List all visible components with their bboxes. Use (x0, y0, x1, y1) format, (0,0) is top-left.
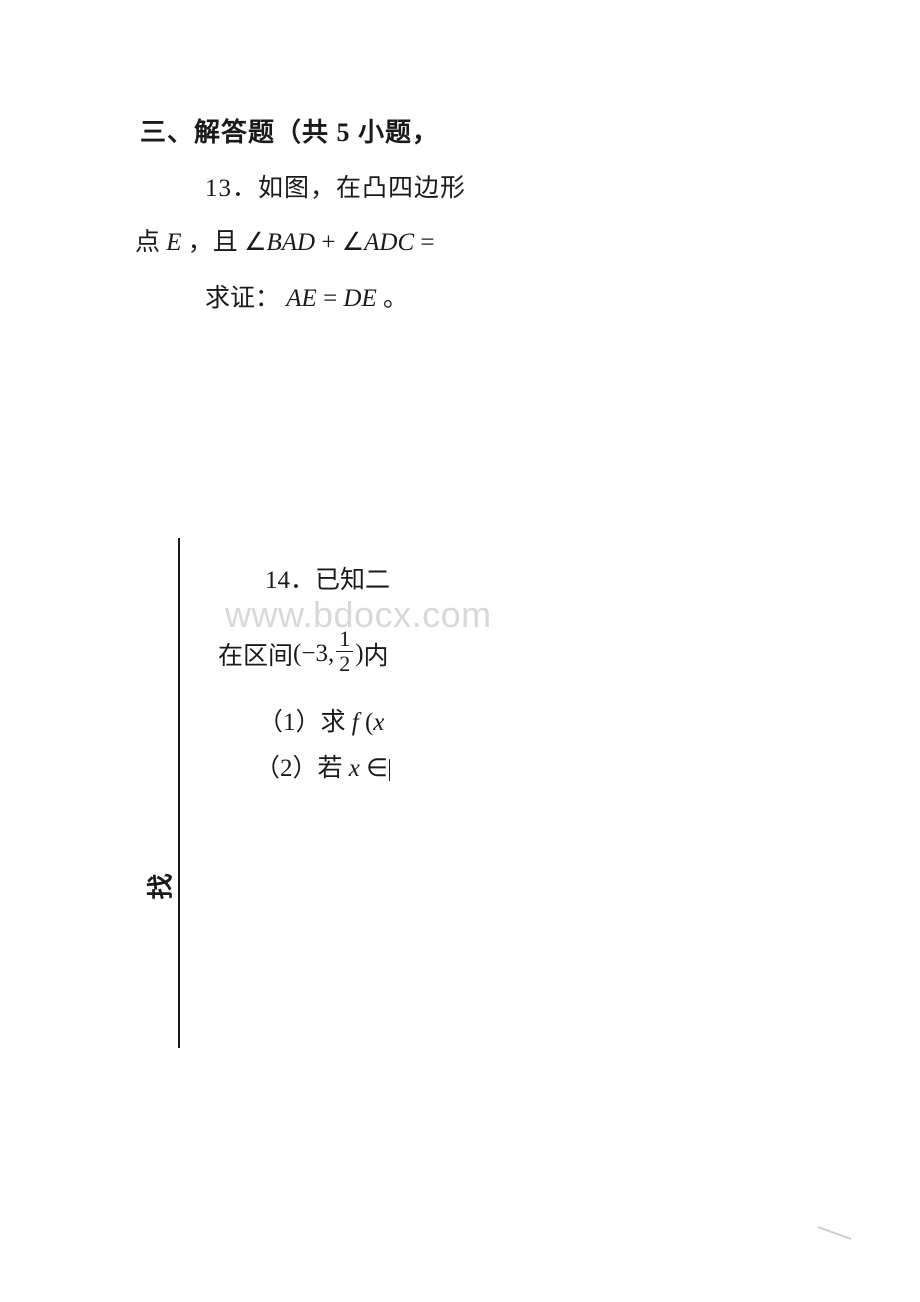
section-heading: 三、解答题（共 5 小题， (140, 112, 439, 149)
q13-conj: ，且 (188, 229, 238, 256)
fraction-half: 1 2 (336, 628, 353, 675)
element-of: ∈ (366, 755, 388, 782)
q13-line3: 求证： AE = DE 。 (205, 278, 408, 314)
comma: , (328, 640, 334, 668)
angle-ADC: ADC (364, 229, 414, 256)
q14-line2: 在区间 (−3, 1 2 ) 内 (218, 630, 389, 677)
fraction-numerator: 1 (336, 628, 353, 652)
q13-point-E: E (166, 229, 181, 256)
angle-BAD: BAD (266, 229, 315, 256)
fraction-denominator: 2 (339, 652, 350, 675)
interval-suffix: 内 (364, 636, 389, 672)
segment-AE: AE (286, 285, 317, 312)
sub1-prefix: （1）求 (258, 709, 352, 736)
q13-point-label: 点 (135, 229, 160, 256)
prove-label: 求证： (205, 285, 280, 312)
paren-close: ) (355, 640, 363, 668)
sub2-prefix: （2）若 (255, 755, 349, 782)
margin-character: 找 (141, 873, 178, 899)
angle-symbol-1: ∠ (244, 229, 266, 256)
neg-three: −3 (301, 640, 328, 668)
q14-subpart-2: （2）若 x ∈ (255, 748, 390, 784)
function-f: f (352, 709, 359, 736)
document-page: 三、解答题（共 5 小题， 13．如图，在凸四边形 点 E ，且 ∠BAD + … (0, 0, 920, 1302)
q14-line1: 14．已知二 (265, 560, 390, 596)
variable-x-2: x (349, 755, 360, 782)
q13-line2: 点 E ，且 ∠BAD + ∠ADC = (135, 222, 434, 258)
vertical-fold-line (178, 538, 180, 1048)
segment-DE: DE (343, 285, 376, 312)
page-curl-icon (818, 1226, 852, 1240)
period: 。 (383, 285, 408, 312)
equals-sign: = (323, 285, 343, 312)
plus-sign: + (321, 229, 341, 256)
angle-symbol-2: ∠ (342, 229, 364, 256)
variable-x-1: x (373, 709, 384, 736)
cutoff-bar-icon (389, 759, 391, 781)
q13-line1: 13．如图，在凸四边形 (205, 168, 466, 204)
q14-subpart-1: （1）求 f (x (258, 702, 384, 738)
paren-open: ( (293, 640, 301, 668)
equals-trailing: = (420, 229, 434, 256)
interval-prefix: 在区间 (218, 636, 293, 672)
